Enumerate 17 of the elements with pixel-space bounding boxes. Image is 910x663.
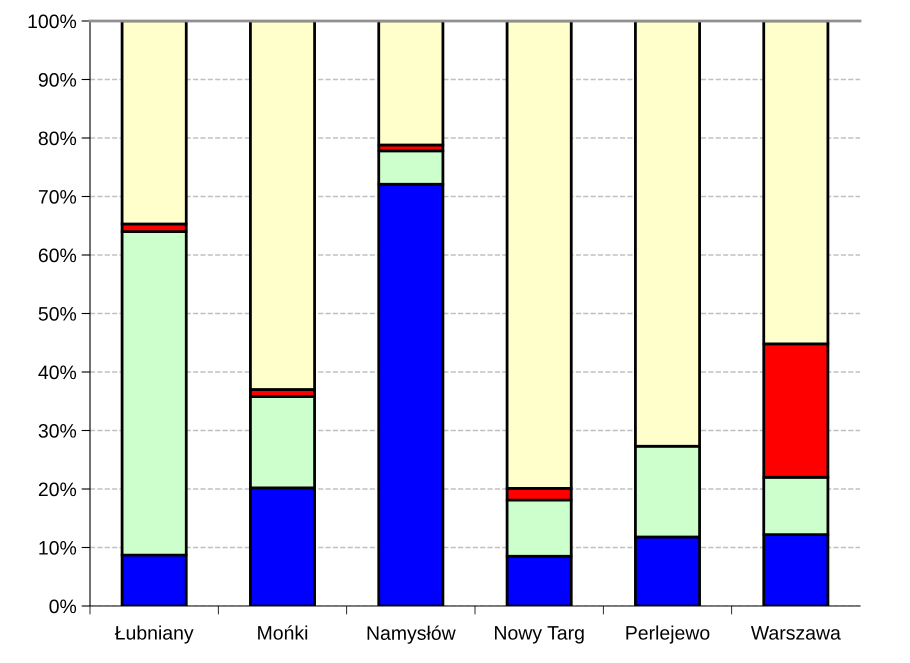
y-tick-label: 30% bbox=[38, 424, 76, 438]
y-tick-label: 0% bbox=[49, 599, 76, 614]
y-tick-label: 90% bbox=[38, 72, 76, 87]
x-tick-label: Mońki bbox=[258, 625, 308, 640]
y-tick-label: 40% bbox=[38, 365, 76, 380]
x-tick-label: Perlejewo bbox=[626, 625, 710, 644]
y-tick-label: 20% bbox=[38, 482, 76, 496]
y-tick-label: 10% bbox=[39, 540, 76, 555]
x-tick-label: Łubniany bbox=[114, 625, 194, 644]
y-tick-label: 50% bbox=[38, 306, 76, 321]
y-tick-label: 100% bbox=[28, 14, 76, 28]
x-tick-label: Nowy Targ bbox=[495, 626, 584, 644]
x-tick-label: Warszawa bbox=[750, 626, 841, 640]
x-tick-label: Namysłów bbox=[368, 625, 456, 644]
y-tick-label: 60% bbox=[38, 248, 76, 262]
y-tick-label: 70% bbox=[38, 190, 76, 204]
y-tick-label: 80% bbox=[38, 131, 76, 146]
